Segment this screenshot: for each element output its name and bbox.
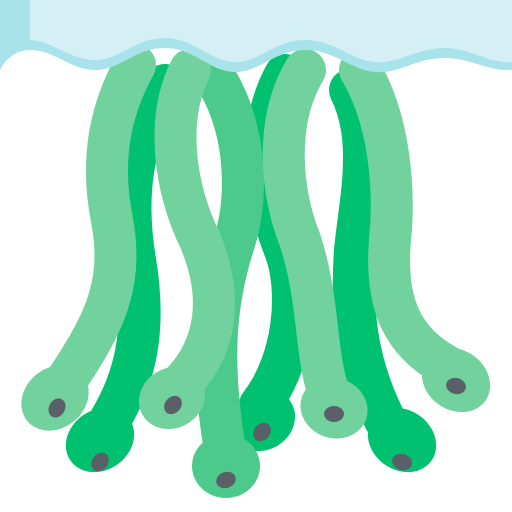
tentacle-spot [91,452,109,472]
tentacle-head [367,407,437,473]
tentacle-spot [253,422,271,442]
tentacle [329,69,437,473]
tentacle [339,49,491,413]
tentacle [21,44,156,431]
tentacle-spot [216,471,236,489]
tentacle-head [65,407,135,473]
tentacle [189,49,264,498]
tentacle-spot [446,377,466,395]
tentacle-body [329,69,406,441]
tentacle-body [154,49,235,406]
tentacle-head [192,434,260,498]
tentacle-spot [392,453,412,471]
water-surface [0,0,512,73]
tentacle-body [39,44,156,411]
tentacle-body [262,49,351,416]
tentacle-head [21,365,89,431]
tentacle-spot [48,398,66,418]
tentacles-front-layer [21,44,491,439]
tentacle [262,49,368,439]
tentacle-spot [324,406,344,422]
water-surface-face [30,0,512,63]
tentacle-body [339,49,466,386]
tentacles-mid-layer [189,49,264,498]
tentacle [138,49,235,430]
tentacle-spot [164,395,182,415]
tentacle-head [228,388,296,452]
tentacle-body [189,49,264,471]
